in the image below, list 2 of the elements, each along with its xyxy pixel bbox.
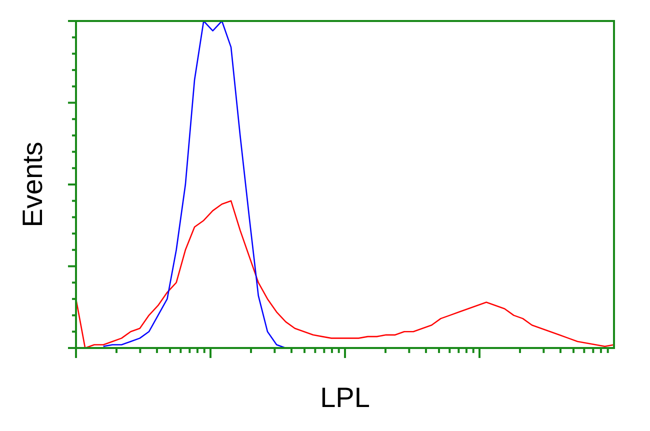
y-axis-title: Events <box>17 142 48 228</box>
x-axis-title: LPL <box>320 382 370 413</box>
